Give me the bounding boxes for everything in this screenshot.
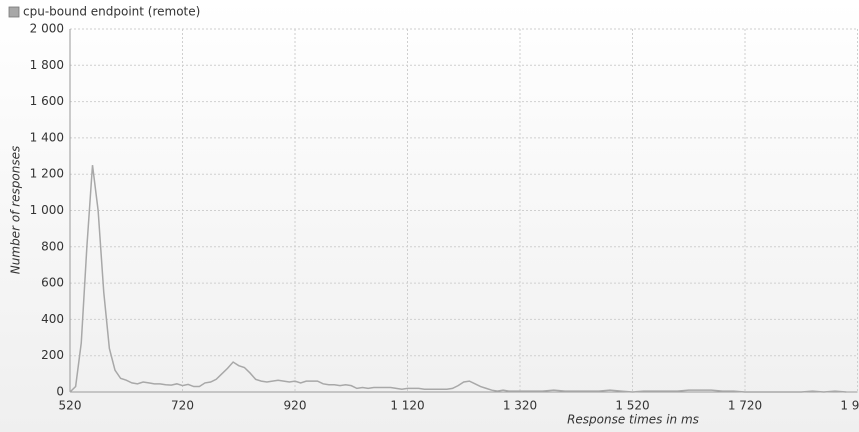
y-tick-label: 1 400 (30, 130, 64, 144)
y-tick-label: 1 600 (30, 94, 64, 108)
x-tick-label: 520 (59, 399, 82, 413)
legend-label: cpu-bound endpoint (remote) (23, 5, 200, 19)
x-axis-label: Response times in ms (567, 413, 699, 427)
data-line (69, 165, 847, 393)
y-tick-label: 400 (41, 312, 64, 326)
x-tick-label: 920 (284, 399, 307, 413)
y-tick-label: 1 200 (30, 167, 64, 181)
x-tick-label: 1 920 (840, 399, 859, 413)
y-tick-label: 600 (41, 276, 64, 290)
y-tick-label: 0 (56, 385, 64, 399)
legend-swatch (8, 6, 20, 18)
y-tick-label: 800 (41, 239, 64, 253)
x-tick-label: 1 320 (503, 399, 537, 413)
y-tick-label: 2 000 (30, 22, 64, 36)
y-tick-label: 1 000 (30, 203, 64, 217)
x-tick-label: 720 (171, 399, 194, 413)
y-tick-label: 1 800 (30, 58, 64, 72)
x-tick-label: 1 520 (615, 399, 649, 413)
x-tick-label: 1 120 (390, 399, 424, 413)
x-tick-label: 1 720 (728, 399, 762, 413)
y-axis-label: Number of responses (9, 146, 23, 274)
y-tick-label: 200 (41, 348, 64, 362)
